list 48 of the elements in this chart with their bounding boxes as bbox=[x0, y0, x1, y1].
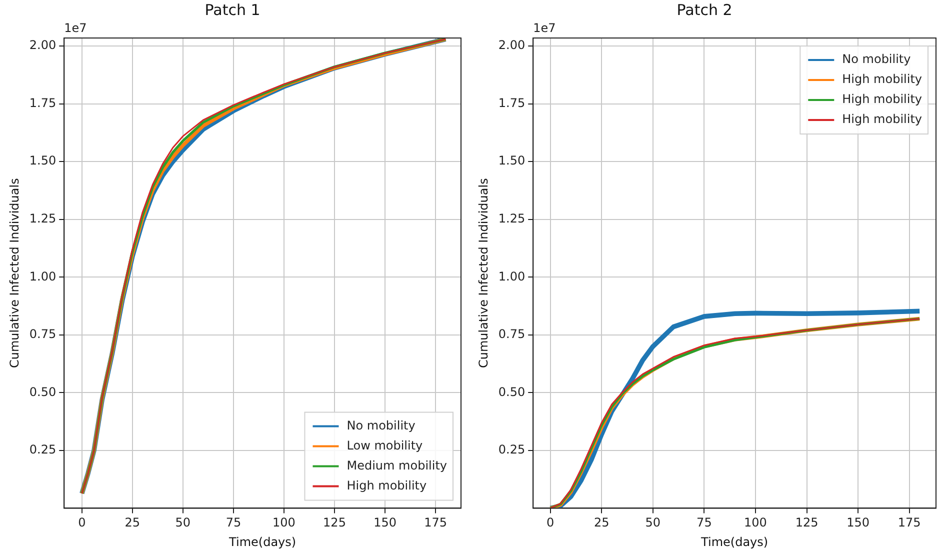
x-tick-label: 100 bbox=[272, 516, 296, 530]
y-tick-label: 1.00 bbox=[498, 269, 526, 284]
y-tick-label: 0.75 bbox=[498, 327, 526, 342]
legend-label: Low mobility bbox=[346, 438, 423, 452]
legend-label: Medium mobility bbox=[346, 458, 448, 472]
x-tick-label: 0 bbox=[546, 516, 554, 530]
x-tick-label: 50 bbox=[175, 516, 191, 530]
y-tick-label: 1.50 bbox=[498, 154, 526, 168]
x-tick-label: 50 bbox=[645, 516, 661, 530]
x-tick-label: 175 bbox=[424, 516, 447, 530]
x-tick-label: 150 bbox=[374, 516, 396, 530]
x-tick-label: 25 bbox=[594, 516, 610, 530]
x-tick-label: 75 bbox=[226, 516, 242, 530]
y-tick-label: 1.25 bbox=[29, 212, 56, 226]
x-tick-label: 25 bbox=[124, 516, 140, 530]
x-tick-label: 150 bbox=[846, 516, 870, 530]
y-tick-label: 1.50 bbox=[29, 154, 56, 168]
y-tick-label: 0.50 bbox=[498, 384, 526, 399]
y-axis-title: Cumulative Infected Individuals bbox=[476, 178, 490, 368]
legend-label: High mobility bbox=[842, 92, 922, 106]
y-tick-label: 0.75 bbox=[29, 327, 56, 342]
chart-title: Patch 2 bbox=[676, 0, 732, 19]
text: 1e7 bbox=[533, 21, 556, 36]
y-tick-label: 1.75 bbox=[29, 96, 56, 110]
chart-title: Patch 1 bbox=[204, 0, 260, 19]
legend-label: High mobility bbox=[346, 478, 427, 492]
x-axis-title: Time(days) bbox=[700, 534, 768, 549]
legend-label: No mobility bbox=[346, 418, 416, 432]
y-tick-label: 0.50 bbox=[29, 384, 56, 399]
y-tick-label: 0.25 bbox=[29, 442, 56, 457]
legend-label: High mobility bbox=[842, 112, 922, 126]
x-tick-label: 125 bbox=[795, 516, 818, 530]
y-tick-label: 2.00 bbox=[498, 38, 526, 52]
text: 1e7 bbox=[64, 21, 87, 36]
legend-label: No mobility bbox=[842, 52, 911, 66]
x-axis-title: Time(days) bbox=[228, 534, 296, 549]
x-tick-label: 0 bbox=[78, 516, 86, 530]
y-tick-label: 0.25 bbox=[498, 442, 526, 457]
x-tick-label: 175 bbox=[898, 516, 921, 530]
x-tick-label: 125 bbox=[323, 516, 346, 530]
y-tick-label: 1.75 bbox=[498, 96, 526, 110]
x-tick-label: 75 bbox=[696, 516, 712, 530]
y-tick-label: 1.25 bbox=[498, 212, 526, 226]
legend-label: High mobility bbox=[842, 72, 922, 86]
x-tick-label: 100 bbox=[744, 516, 767, 530]
y-tick-label: 2.00 bbox=[29, 38, 56, 52]
y-tick-label: 1.00 bbox=[29, 269, 56, 284]
y-axis-title: Cumulative Infected Individuals bbox=[7, 178, 22, 368]
